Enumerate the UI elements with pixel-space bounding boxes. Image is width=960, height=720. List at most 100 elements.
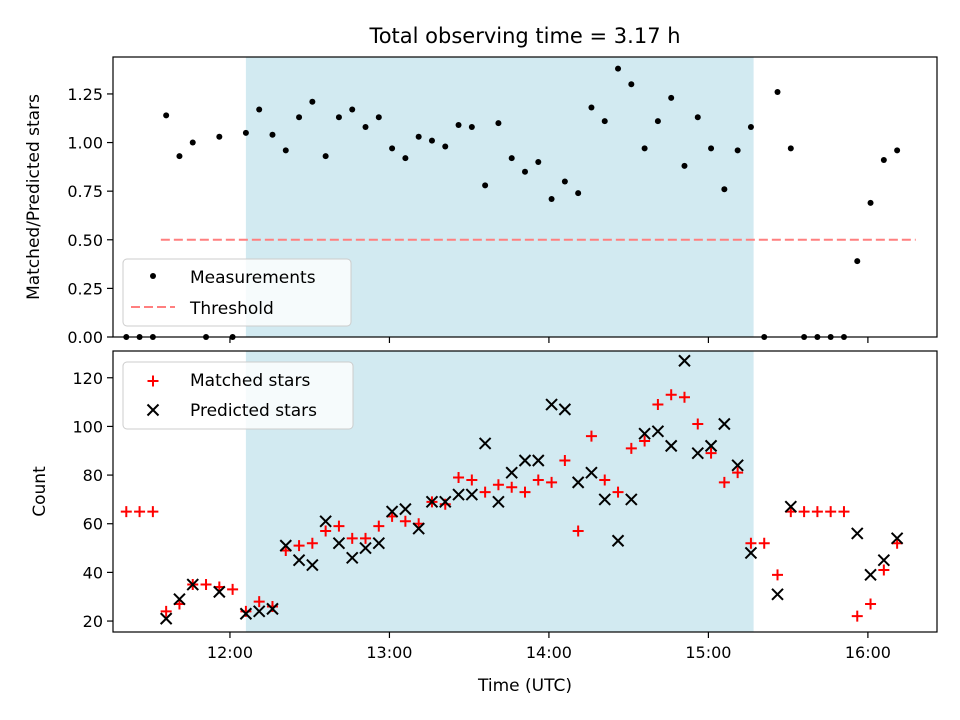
predicted-star-point bbox=[532, 454, 545, 467]
matched-star-point bbox=[559, 454, 571, 466]
count-points bbox=[120, 354, 904, 625]
matched-star-point bbox=[599, 474, 611, 486]
legend-predicted-marker bbox=[146, 403, 160, 417]
predicted-star-point bbox=[492, 495, 505, 509]
y-tick-label: 60 bbox=[83, 515, 103, 534]
measurement-point bbox=[402, 155, 409, 162]
predicted-star-point bbox=[718, 417, 731, 431]
matched-star-point bbox=[453, 472, 465, 484]
y-tick-label: 120 bbox=[72, 369, 103, 388]
x-axis-label: Time (UTC) bbox=[477, 676, 572, 696]
measurement-point bbox=[615, 65, 622, 72]
measurement-point bbox=[176, 153, 183, 160]
measurement-point bbox=[216, 133, 223, 140]
measurement-point bbox=[601, 118, 608, 125]
predicted-star-point bbox=[239, 607, 253, 620]
x-tick-label: 13:00 bbox=[366, 643, 412, 662]
matched-star-point bbox=[678, 391, 690, 403]
y-tick-label: 100 bbox=[72, 417, 103, 436]
matched-star-point bbox=[306, 537, 318, 549]
matched-star-point bbox=[120, 506, 132, 518]
measurement-point bbox=[734, 147, 741, 154]
bottom-axes-frame bbox=[112, 350, 938, 633]
y-tick-label: 20 bbox=[83, 612, 103, 631]
measurement-point bbox=[522, 168, 528, 175]
measurement-point bbox=[495, 120, 502, 127]
measurement-point bbox=[256, 106, 263, 113]
predicted-star-point bbox=[864, 568, 877, 582]
predicted-star-point bbox=[372, 536, 386, 550]
predicted-star-point bbox=[625, 493, 638, 506]
matched-star-point bbox=[811, 506, 823, 518]
x-tick-label: 12:00 bbox=[207, 643, 253, 662]
matched-star-point bbox=[665, 389, 677, 401]
y-tick-label: 0.25 bbox=[67, 279, 103, 298]
predicted-star-point bbox=[890, 532, 904, 545]
predicted-star-point bbox=[691, 446, 704, 460]
predicted-star-point bbox=[704, 439, 718, 453]
matched-star-point bbox=[798, 506, 810, 518]
predicted-star-point bbox=[744, 546, 758, 560]
measurement-point bbox=[362, 124, 369, 130]
measurement-point bbox=[894, 147, 901, 154]
measurement-point bbox=[668, 94, 675, 101]
predicted-star-point bbox=[292, 554, 306, 567]
measurement-point bbox=[375, 114, 382, 121]
predicted-star-point bbox=[425, 495, 439, 509]
measurement-point bbox=[189, 139, 196, 146]
predicted-star-point bbox=[412, 522, 425, 535]
predicted-star-point bbox=[558, 403, 572, 416]
ratio-panel: 0.00 0.25 0.50 0.75 1.00 1.25 Matched/Predict… bbox=[24, 56, 938, 347]
measurement-point bbox=[681, 162, 688, 169]
matched-star-point bbox=[718, 476, 730, 488]
measurement-point bbox=[389, 145, 396, 152]
predicted-star-point bbox=[784, 500, 798, 513]
measurement-point bbox=[747, 124, 754, 130]
predicted-star-point bbox=[346, 551, 359, 565]
predicted-star-point bbox=[651, 425, 665, 438]
predicted-star-point bbox=[611, 534, 625, 547]
matched-star-point bbox=[360, 532, 372, 544]
x-tick-label: 16:00 bbox=[845, 643, 891, 662]
matched-star-point bbox=[705, 447, 717, 459]
legend-measurements-label: Measurements bbox=[190, 268, 316, 288]
top-axes-frame bbox=[112, 56, 938, 338]
top-legend-box bbox=[122, 258, 352, 327]
measurement-point bbox=[654, 118, 661, 125]
measurement-point bbox=[508, 155, 515, 162]
predicted-star-point bbox=[173, 592, 186, 606]
top-x-ticks bbox=[229, 337, 869, 343]
matched-star-point bbox=[572, 525, 584, 537]
measurement-point bbox=[588, 104, 595, 111]
matched-star-point bbox=[585, 430, 597, 442]
predicted-star-point bbox=[731, 459, 744, 472]
matched-star-point bbox=[532, 474, 544, 486]
matched-star-point bbox=[851, 610, 863, 622]
predicted-star-point bbox=[598, 493, 611, 506]
predicted-star-point bbox=[478, 437, 492, 450]
matched-star-point bbox=[333, 520, 345, 532]
top-y-ticks: 0.00 0.25 0.50 0.75 1.00 1.25 bbox=[67, 85, 113, 347]
matched-star-point bbox=[466, 474, 478, 486]
measurement-point bbox=[296, 114, 303, 121]
bottom-x-ticks: 12:00 13:00 14:00 15:00 16:00 bbox=[207, 632, 891, 662]
measurement-point bbox=[282, 147, 289, 154]
predicted-star-point bbox=[385, 505, 399, 518]
predicted-star-point bbox=[571, 476, 585, 489]
predicted-star-point bbox=[159, 612, 173, 625]
matched-star-point bbox=[692, 418, 704, 430]
predicted-star-point bbox=[585, 466, 598, 479]
predicted-star-point bbox=[279, 539, 292, 552]
matched-star-point bbox=[346, 532, 358, 544]
predicted-star-point bbox=[359, 541, 372, 555]
top-y-axis-label: Matched/Predicted stars bbox=[24, 94, 44, 300]
measurement-point bbox=[335, 114, 342, 121]
matched-star-point bbox=[320, 525, 332, 537]
chart-title: Total observing time = 3.17 h bbox=[368, 24, 680, 48]
predicted-star-point bbox=[638, 427, 651, 440]
bottom-y-ticks: 20 40 60 80 100 120 bbox=[72, 369, 113, 631]
y-tick-label: 0.75 bbox=[67, 182, 103, 201]
measurement-point bbox=[575, 190, 582, 197]
matched-star-point bbox=[160, 605, 172, 617]
count-panel: 20 40 60 80 100 120 12:00 13:00 14:00 15:00 16:00… bbox=[30, 350, 938, 696]
